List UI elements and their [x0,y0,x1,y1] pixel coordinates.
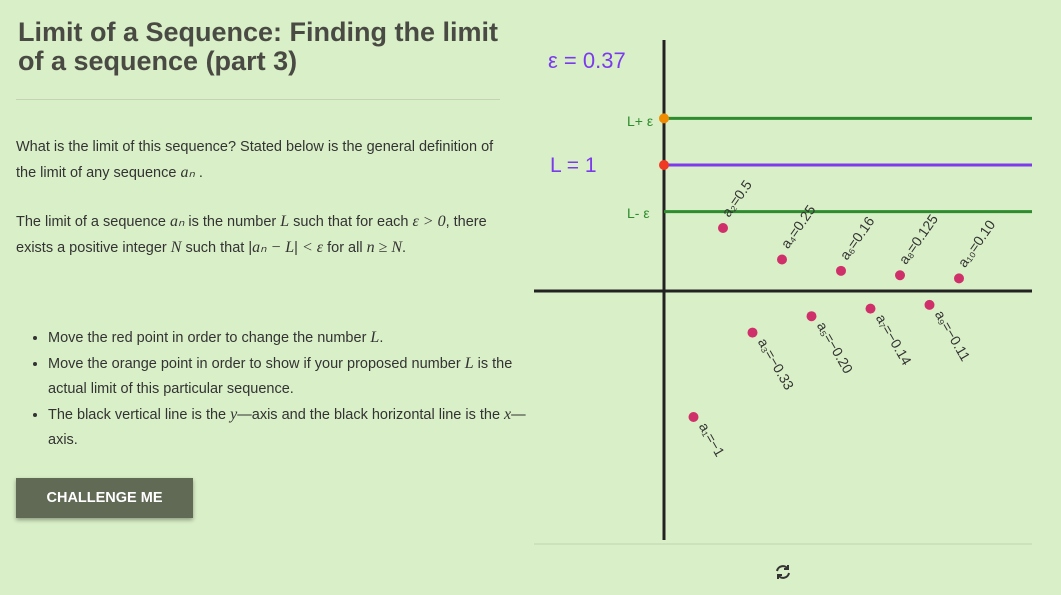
b2-t3: —axis. [48,407,526,448]
def-m2: L [280,213,290,230]
b2-m2: x [504,406,512,423]
def-t2: is the number [184,214,281,230]
sequence-point-label: a₇=−0.14 [873,311,915,368]
sequence-point-label: a₂=0.5 [718,177,755,220]
sequence-point [688,412,699,422]
instructions-list: Move the red point in order to change th… [16,325,528,453]
sequence-point-label: a₁=−1 [696,420,728,460]
intro-end: . [194,165,203,181]
def-m1: aₙ [169,213,185,230]
b2-t1: The black vertical line is the [48,407,231,423]
challenge-me-button[interactable]: CHALLENGE ME [16,478,193,518]
refresh-icon[interactable] [776,565,790,579]
b1-t1: Move the orange point in order to show i… [48,356,465,372]
def-m3: ε > 0 [412,213,446,230]
sequence-point [718,223,728,233]
def-m5: aₙ − L [252,239,295,256]
def-t8: . [402,240,407,256]
sequence-point-label: a₉=−0.11 [932,307,974,364]
list-item: Move the red point in order to change th… [48,325,528,351]
sequence-point [895,270,905,281]
b2-m: y [230,406,238,423]
upper-bound-label: L+ ε [627,113,653,129]
b0-m: L [370,329,380,346]
b2-t2: —axis and the black horizontal line is t… [237,407,505,423]
epsilon-label: ε = 0.37 [548,48,626,73]
def-t6: | [294,240,302,256]
page-title: Limit of a Sequence: Finding the limit o… [18,17,499,76]
b1-m: L [464,355,474,372]
def-t4: , there exists a positive integer [16,214,487,256]
def-t3: such that for each [289,214,413,230]
def-t1: The limit of a sequence [16,214,170,230]
def-m6: < ε [301,239,324,256]
sequence-point-label: a₈=0.125 [895,211,941,267]
lower-bound-label: L- ε [627,205,650,221]
sequence-point [924,299,935,310]
list-item: Move the orange point in order to show i… [48,351,528,402]
sequence-point [836,265,846,276]
sequence-point-label: a₅=−0.20 [814,319,856,377]
sequence-point-label: a₄=0.25 [777,202,818,251]
def-t5: such that | [181,240,253,256]
sequence-point [865,303,876,314]
b1-t2: is the actual limit of this particular s… [48,356,513,397]
sequence-point-label: a₃=−0.33 [755,335,798,393]
def-m4: N [170,239,182,256]
math-an: aₙ [180,164,195,181]
def-m7: n ≥ N [366,239,403,256]
b0-t1: Move the red point in order to change th… [48,330,371,346]
sequence-point [747,327,758,338]
intro-text: What is the limit of this sequence? Stat… [16,135,496,186]
sequence-point-label: a₆=0.16 [836,213,877,262]
sequence-point-label: a₁₀=0.10 [954,217,998,270]
epsilon-point[interactable] [659,113,669,124]
b0-t2: . [379,330,384,346]
def-t7: for all [323,240,367,256]
divider [16,99,500,100]
L-label: L = 1 [550,154,597,177]
sequence-terms: a₁=−1 a₂=0.5 a₃=−0.33 a₄=0.25 a₅=−0.20 a₆=0.1… [688,177,998,460]
sequence-point [954,273,964,284]
sequence-point [777,254,787,265]
limit-point[interactable] [659,160,669,170]
list-item: The black vertical line is the y—axis an… [48,402,528,453]
intro-body: What is the limit of this sequence? Stat… [16,139,494,181]
sequence-point [806,311,817,322]
definition-text: The limit of a sequence aₙ is the number… [16,209,496,261]
